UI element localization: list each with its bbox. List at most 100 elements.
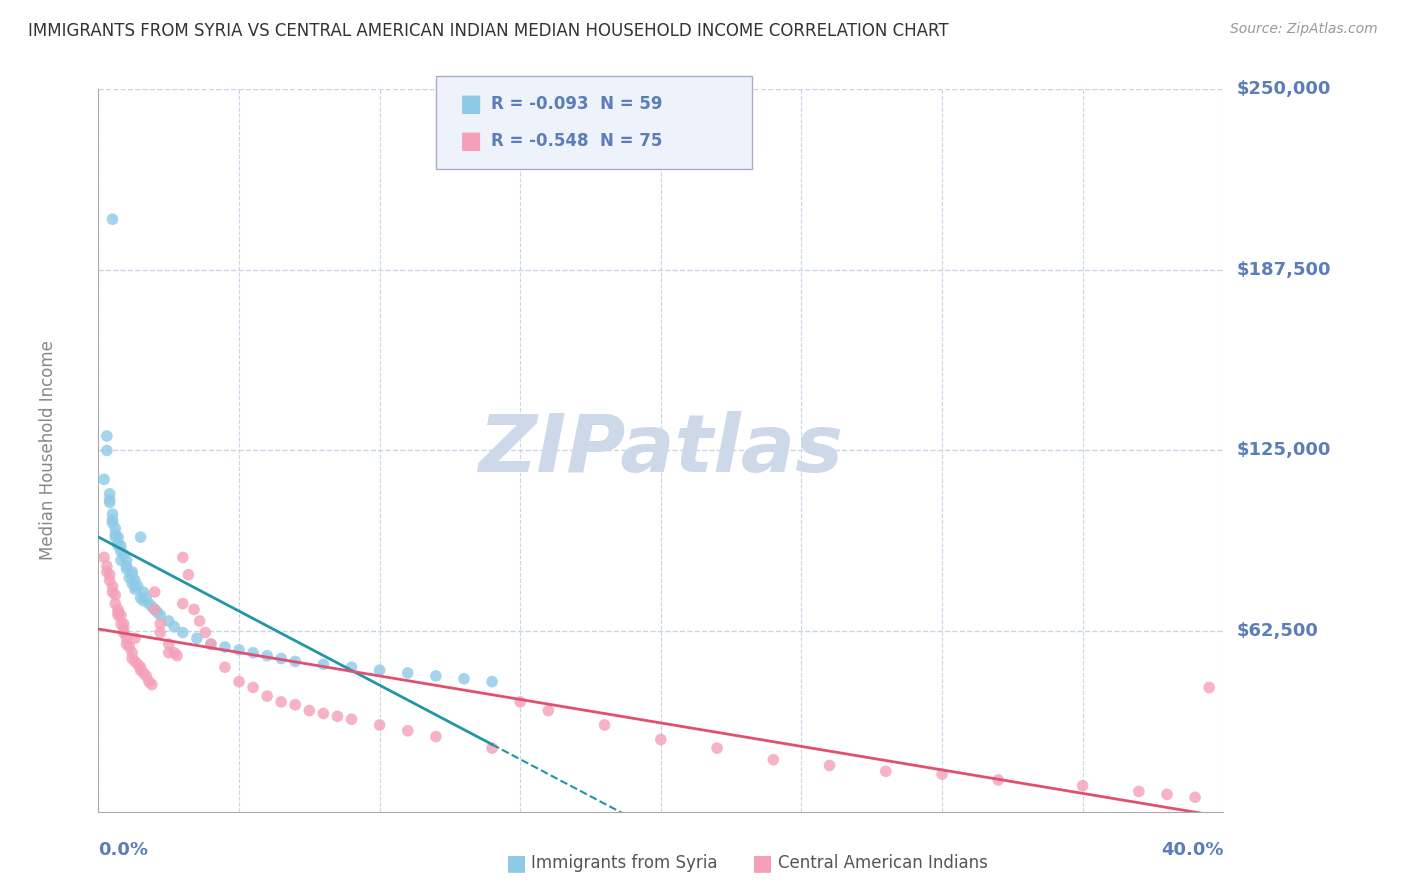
Text: Median Household Income: Median Household Income — [39, 341, 56, 560]
Point — [98, 487, 121, 501]
Point — [96, 559, 118, 574]
Point — [101, 507, 124, 521]
Point — [138, 674, 160, 689]
Point — [143, 602, 166, 616]
Point — [104, 588, 127, 602]
Text: ■: ■ — [752, 854, 773, 873]
Point — [146, 605, 169, 619]
Point — [124, 579, 146, 593]
Point — [121, 567, 143, 582]
Point — [110, 616, 132, 631]
Point — [194, 625, 217, 640]
Point — [157, 646, 180, 660]
Point — [115, 553, 138, 567]
Point — [112, 616, 135, 631]
Point — [396, 723, 419, 738]
Point — [163, 620, 186, 634]
Point — [115, 637, 138, 651]
Point — [112, 625, 135, 640]
Point — [98, 495, 121, 509]
Point — [157, 614, 180, 628]
Point — [101, 585, 124, 599]
Point — [425, 730, 447, 744]
Point — [270, 651, 292, 665]
Point — [138, 597, 160, 611]
Point — [96, 443, 118, 458]
Point — [650, 732, 672, 747]
Point — [177, 567, 200, 582]
Point — [537, 704, 560, 718]
Point — [312, 657, 335, 672]
Point — [762, 753, 785, 767]
Point — [132, 593, 155, 607]
Point — [270, 695, 292, 709]
Point — [135, 591, 157, 605]
Point — [98, 567, 121, 582]
Point — [149, 616, 172, 631]
Point — [284, 698, 307, 712]
Point — [141, 599, 163, 614]
Text: $187,500: $187,500 — [1237, 260, 1331, 279]
Point — [214, 660, 236, 674]
Point — [107, 602, 129, 616]
Point — [1071, 779, 1094, 793]
Point — [172, 625, 194, 640]
Point — [157, 637, 180, 651]
Point — [284, 655, 307, 669]
Text: Source: ZipAtlas.com: Source: ZipAtlas.com — [1230, 22, 1378, 37]
Point — [396, 665, 419, 680]
Point — [481, 674, 503, 689]
Point — [129, 660, 152, 674]
Point — [200, 637, 222, 651]
Point — [132, 585, 155, 599]
Point — [149, 608, 172, 623]
Point — [101, 516, 124, 530]
Point — [326, 709, 349, 723]
Point — [340, 712, 363, 726]
Point — [129, 530, 152, 544]
Point — [186, 632, 208, 646]
Point — [214, 640, 236, 654]
Point — [163, 646, 186, 660]
Point — [110, 544, 132, 558]
Point — [481, 741, 503, 756]
Point — [135, 669, 157, 683]
Point — [129, 663, 152, 677]
Point — [425, 669, 447, 683]
Point — [149, 625, 172, 640]
Point — [172, 550, 194, 565]
Point — [112, 623, 135, 637]
Text: ■: ■ — [460, 92, 482, 116]
Text: 0.0%: 0.0% — [98, 840, 149, 859]
Point — [98, 574, 121, 588]
Point — [143, 585, 166, 599]
Point — [124, 582, 146, 597]
Text: R = -0.548  N = 75: R = -0.548 N = 75 — [491, 132, 662, 150]
Point — [101, 579, 124, 593]
Point — [96, 429, 118, 443]
Point — [453, 672, 475, 686]
Point — [1184, 790, 1206, 805]
Point — [98, 492, 121, 507]
Point — [132, 665, 155, 680]
Text: $250,000: $250,000 — [1237, 80, 1331, 98]
Point — [115, 562, 138, 576]
Point — [107, 530, 129, 544]
Point — [115, 632, 138, 646]
Point — [228, 674, 250, 689]
Point — [141, 677, 163, 691]
Point — [127, 657, 149, 672]
Point — [104, 521, 127, 535]
Point — [93, 472, 115, 486]
Point — [166, 648, 188, 663]
Point — [121, 651, 143, 665]
Point — [368, 718, 391, 732]
Point — [93, 550, 115, 565]
Point — [593, 718, 616, 732]
Point — [200, 637, 222, 651]
Point — [1128, 784, 1150, 798]
Point — [987, 772, 1010, 787]
Point — [104, 527, 127, 541]
Text: $125,000: $125,000 — [1237, 442, 1331, 459]
Point — [818, 758, 841, 772]
